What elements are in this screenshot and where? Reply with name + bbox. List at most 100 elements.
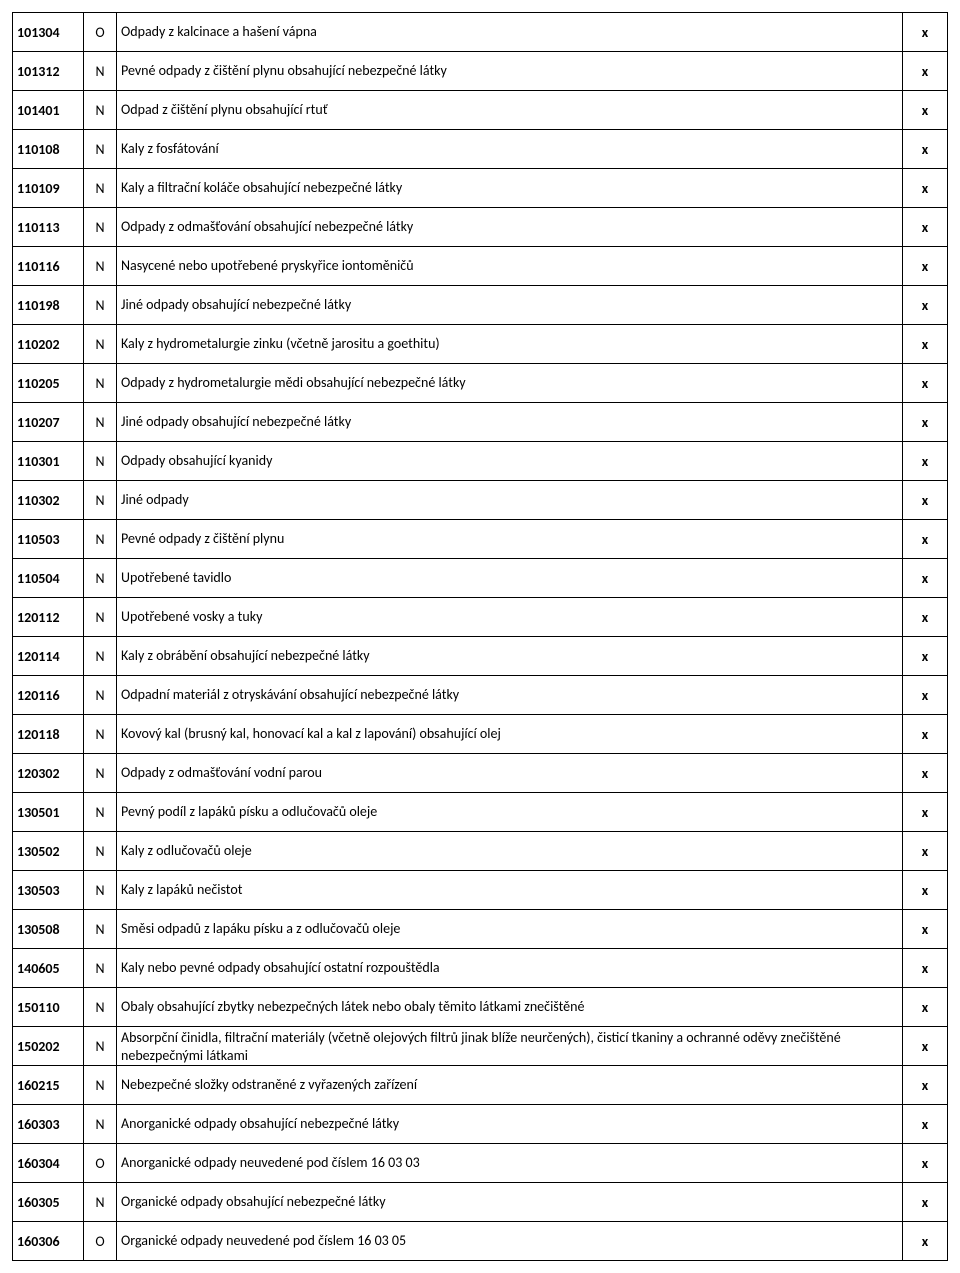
category-cell: N [84,988,117,1027]
code-cell: 110202 [13,325,84,364]
category-cell: N [84,1027,117,1066]
description-text: Kaly z odlučovačů oleje [121,842,898,860]
category-cell: N [84,559,117,598]
description-cell: Nebezpečné složky odstraněné z vyřazenýc… [117,1066,903,1105]
table-row: 130502NKaly z odlučovačů olejex [13,832,948,871]
table-row: 110205NOdpady z hydrometalurgie mědi obs… [13,364,948,403]
mark-cell: x [903,325,948,364]
table-row: 120112NUpotřebené vosky a tukyx [13,598,948,637]
code-cell: 110207 [13,403,84,442]
code-cell: 101304 [13,13,84,52]
description-cell: Kaly z obrábění obsahující nebezpečné lá… [117,637,903,676]
description-text: Anorganické odpady obsahující nebezpečné… [121,1115,898,1133]
mark-cell: x [903,13,948,52]
category-cell: N [84,169,117,208]
mark-cell: x [903,169,948,208]
category-cell: N [84,793,117,832]
category-cell: O [84,1222,117,1261]
description-cell: Kaly z hydrometalurgie zinku (včetně jar… [117,325,903,364]
table-row: 160305NOrganické odpady obsahující nebez… [13,1183,948,1222]
category-cell: N [84,286,117,325]
code-cell: 120114 [13,637,84,676]
mark-cell: x [903,676,948,715]
description-text: Organické odpady neuvedené pod číslem 16… [121,1232,898,1250]
mark-cell: x [903,403,948,442]
description-cell: Směsi odpadů z lapáku písku a z odlučova… [117,910,903,949]
category-cell: N [84,910,117,949]
description-cell: Kaly z fosfátování [117,130,903,169]
code-cell: 160303 [13,1105,84,1144]
waste-codes-table: 101304OOdpady z kalcinace a hašení vápna… [12,12,948,1261]
category-cell: N [84,364,117,403]
description-text: Jiné odpady [121,491,898,509]
description-text: Odpadní materiál z otryskávání obsahujíc… [121,686,898,704]
category-cell: N [84,325,117,364]
table-row: 110302NJiné odpadyx [13,481,948,520]
table-row: 110504NUpotřebené tavidlox [13,559,948,598]
description-cell: Odpady obsahující kyanidy [117,442,903,481]
mark-cell: x [903,364,948,403]
mark-cell: x [903,91,948,130]
description-text: Směsi odpadů z lapáku písku a z odlučova… [121,920,898,938]
description-text: Odpady z odmašťování vodní parou [121,764,898,782]
description-cell: Kaly z lapáků nečistot [117,871,903,910]
mark-cell: x [903,598,948,637]
category-cell: N [84,481,117,520]
code-cell: 110301 [13,442,84,481]
mark-cell: x [903,871,948,910]
mark-cell: x [903,754,948,793]
mark-cell: x [903,1105,948,1144]
category-cell: O [84,13,117,52]
category-cell: N [84,832,117,871]
description-cell: Pevný podíl z lapáků písku a odlučovačů … [117,793,903,832]
description-cell: Pevné odpady z čištění plynu obsahující … [117,52,903,91]
mark-cell: x [903,286,948,325]
table-row: 160215NNebezpečné složky odstraněné z vy… [13,1066,948,1105]
code-cell: 130503 [13,871,84,910]
table-row: 120302NOdpady z odmašťování vodní paroux [13,754,948,793]
code-cell: 120116 [13,676,84,715]
description-text: Kovový kal (brusný kal, honovací kal a k… [121,725,898,743]
code-cell: 110108 [13,130,84,169]
description-text: Upotřebené vosky a tuky [121,608,898,626]
table-row: 130508NSměsi odpadů z lapáku písku a z o… [13,910,948,949]
description-cell: Kovový kal (brusný kal, honovací kal a k… [117,715,903,754]
table-row: 150202NAbsorpční činidla, filtrační mate… [13,1027,948,1066]
code-cell: 101401 [13,91,84,130]
category-cell: N [84,130,117,169]
description-text: Kaly a filtrační koláče obsahující nebez… [121,179,898,197]
description-cell: Pevné odpady z čištění plynu [117,520,903,559]
code-cell: 110205 [13,364,84,403]
description-text: Odpady z hydrometalurgie mědi obsahující… [121,374,898,392]
code-cell: 150110 [13,988,84,1027]
table-row: 101312NPevné odpady z čištění plynu obsa… [13,52,948,91]
description-cell: Organické odpady neuvedené pod číslem 16… [117,1222,903,1261]
description-cell: Kaly a filtrační koláče obsahující nebez… [117,169,903,208]
code-cell: 160215 [13,1066,84,1105]
table-row: 110503NPevné odpady z čištění plynux [13,520,948,559]
description-text: Anorganické odpady neuvedené pod číslem … [121,1154,898,1172]
description-text: Kaly z obrábění obsahující nebezpečné lá… [121,647,898,665]
description-cell: Odpady z odmašťování vodní parou [117,754,903,793]
code-cell: 160306 [13,1222,84,1261]
description-cell: Upotřebené tavidlo [117,559,903,598]
description-text: Organické odpady obsahující nebezpečné l… [121,1193,898,1211]
description-cell: Jiné odpady obsahující nebezpečné látky [117,286,903,325]
category-cell: N [84,442,117,481]
table-row: 101304OOdpady z kalcinace a hašení vápna… [13,13,948,52]
mark-cell: x [903,1222,948,1261]
mark-cell: x [903,520,948,559]
category-cell: N [84,871,117,910]
mark-cell: x [903,208,948,247]
code-cell: 130508 [13,910,84,949]
category-cell: N [84,676,117,715]
code-cell: 140605 [13,949,84,988]
table-row: 110301NOdpady obsahující kyanidyx [13,442,948,481]
mark-cell: x [903,715,948,754]
mark-cell: x [903,832,948,871]
mark-cell: x [903,52,948,91]
description-cell: Odpady z odmašťování obsahující nebezpeč… [117,208,903,247]
description-text: Odpady obsahující kyanidy [121,452,898,470]
description-text: Pevné odpady z čištění plynu [121,530,898,548]
code-cell: 110116 [13,247,84,286]
